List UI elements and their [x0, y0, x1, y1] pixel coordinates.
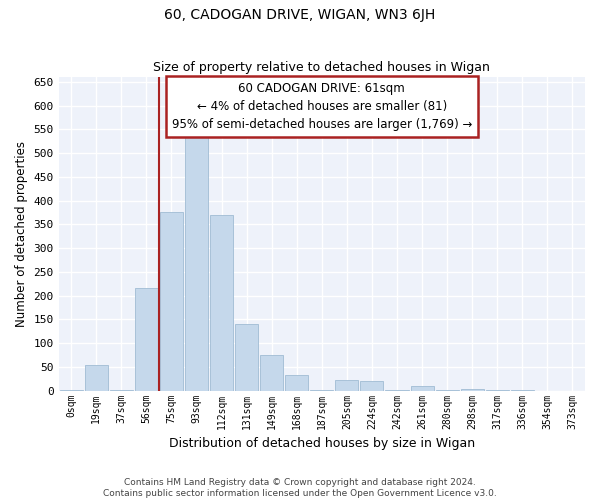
Bar	[361, 381, 383, 390]
Bar	[335, 380, 358, 390]
Bar	[410, 386, 434, 390]
Text: 60 CADOGAN DRIVE: 61sqm
← 4% of detached houses are smaller (81)
95% of semi-det: 60 CADOGAN DRIVE: 61sqm ← 4% of detached…	[172, 82, 472, 131]
Text: Contains HM Land Registry data © Crown copyright and database right 2024.
Contai: Contains HM Land Registry data © Crown c…	[103, 478, 497, 498]
X-axis label: Distribution of detached houses by size in Wigan: Distribution of detached houses by size …	[169, 437, 475, 450]
Bar	[235, 324, 258, 390]
Bar	[135, 288, 158, 390]
Bar	[85, 366, 108, 390]
Bar	[210, 215, 233, 390]
Bar	[260, 355, 283, 390]
Bar	[285, 375, 308, 390]
Text: 60, CADOGAN DRIVE, WIGAN, WN3 6JH: 60, CADOGAN DRIVE, WIGAN, WN3 6JH	[164, 8, 436, 22]
Y-axis label: Number of detached properties: Number of detached properties	[15, 141, 28, 327]
Bar	[461, 388, 484, 390]
Bar	[185, 132, 208, 390]
Bar	[160, 212, 183, 390]
Title: Size of property relative to detached houses in Wigan: Size of property relative to detached ho…	[154, 62, 490, 74]
